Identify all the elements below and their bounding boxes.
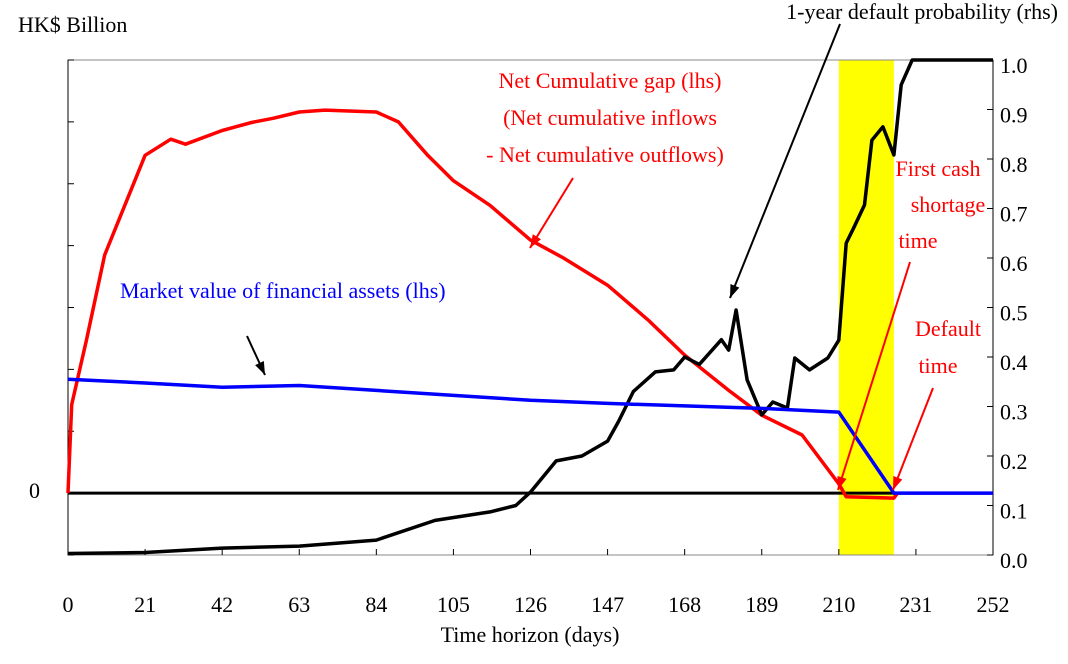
shaded-region	[838, 60, 894, 555]
y2-tick-label: 1.0	[1000, 53, 1028, 78]
y2-tick-label: 0.5	[1000, 301, 1028, 326]
arrow-head	[530, 234, 541, 248]
y2-tick-label: 0.7	[1000, 202, 1028, 227]
y2-tick-label: 0.1	[1000, 499, 1028, 524]
x-axis-label: Time horizon (days)	[441, 622, 620, 647]
annotation: - Net cumulative outflows)	[486, 142, 724, 167]
annotation: 1-year default probability (rhs)	[786, 0, 1058, 24]
annotation: Market value of financial assets (lhs)	[120, 278, 446, 303]
x-tick-label: 126	[514, 592, 547, 617]
y2-tick-label: 0.2	[1000, 449, 1028, 474]
x-tick-label: 0	[63, 592, 74, 617]
annotation: First cash	[896, 156, 981, 181]
series-line	[66, 108, 900, 500]
x-tick-label: 210	[822, 592, 855, 617]
arrow-head	[730, 284, 740, 298]
series-line	[67, 58, 993, 556]
y-tick-label: 0	[29, 478, 40, 503]
arrow	[837, 261, 911, 491]
x-tick-label: 147	[591, 592, 624, 617]
arrow-head	[893, 476, 903, 490]
arrow-head	[837, 476, 847, 490]
annotation: Net Cumulative gap (lhs)	[498, 68, 721, 93]
y2-tick-label: 0.6	[1000, 251, 1028, 276]
x-tick-label: 21	[134, 592, 156, 617]
annotation: time	[918, 353, 957, 378]
x-tick-label: 42	[211, 592, 233, 617]
series-line	[67, 377, 993, 495]
y-axis-label: HK$ Billion	[18, 12, 127, 37]
arrow	[729, 23, 841, 299]
y2-tick-label: 0.4	[1000, 350, 1028, 375]
x-tick-label: 252	[977, 592, 1010, 617]
arrow	[892, 387, 934, 491]
annotation: time	[898, 228, 937, 253]
annotation: Default	[915, 316, 981, 341]
arrow-head	[255, 361, 265, 375]
y2-tick-label: 0.0	[1000, 548, 1028, 573]
annotation: shortage	[911, 192, 986, 217]
y2-tick-label: 0.3	[1000, 400, 1028, 425]
y2-tick-label: 0.9	[1000, 103, 1028, 128]
x-tick-label: 168	[668, 592, 701, 617]
y2-tick-label: 0.8	[1000, 152, 1028, 177]
x-tick-label: 231	[899, 592, 932, 617]
arrow	[529, 177, 574, 249]
x-tick-label: 189	[745, 592, 778, 617]
annotation: (Net cumulative inflows	[503, 105, 717, 130]
x-tick-label: 63	[288, 592, 310, 617]
x-tick-label: 105	[437, 592, 470, 617]
x-tick-label: 84	[365, 592, 387, 617]
